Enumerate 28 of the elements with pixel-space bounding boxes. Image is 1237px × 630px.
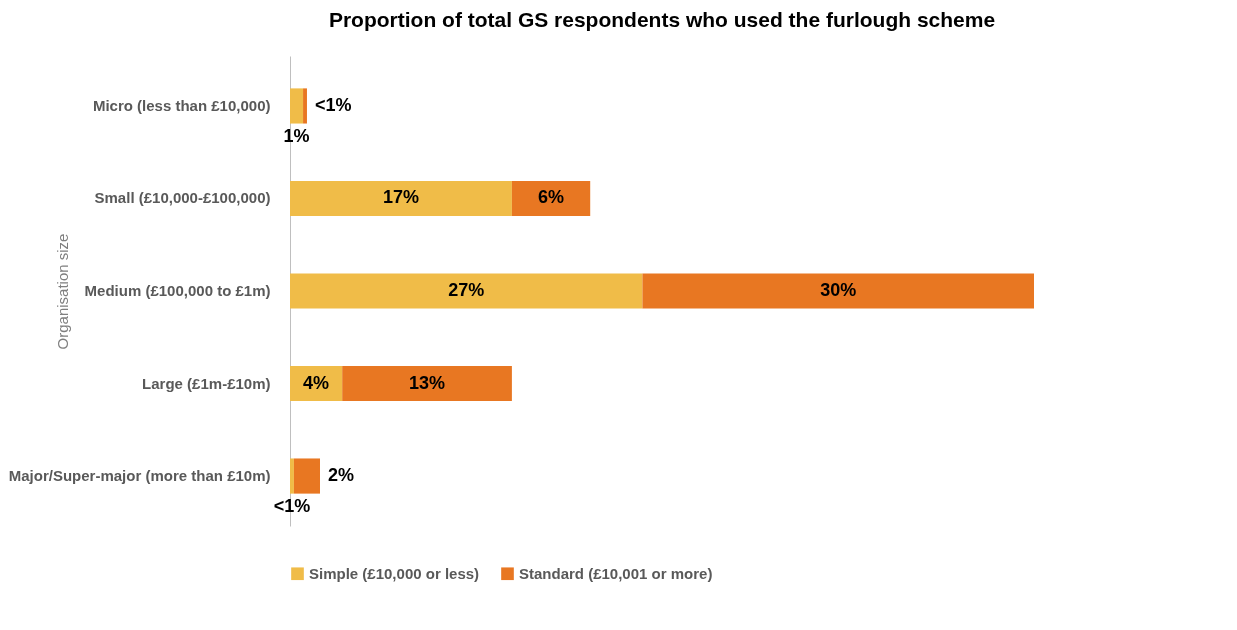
data-label: 2% [328, 465, 355, 486]
y-tick-label: Large (£1m-£10m) [142, 374, 271, 392]
data-label: 27% [448, 280, 485, 300]
data-label: 1% [283, 125, 310, 146]
bar [342, 365, 512, 402]
data-label: 4% [303, 372, 330, 393]
bar [290, 458, 294, 494]
y-tick-label: Major/Super-major (more than £10m) [8, 467, 271, 485]
data-label: 17% [382, 187, 419, 208]
data-label: 6% [538, 187, 565, 208]
y-tick-label: Medium (£100,000 to £1m) [84, 282, 271, 299]
data-label: 13% [409, 372, 446, 393]
data-label: <1% [314, 94, 352, 115]
y-axis-title: Organisation size [53, 233, 71, 350]
y-tick-label: Small (£10,000-£100,000) [94, 189, 271, 207]
y-tick-label: Micro (less than £10,000) [92, 96, 271, 114]
bar [511, 180, 591, 217]
chart-title: Proportion of total GS respondents who used the furlough scheme [328, 8, 996, 31]
data-label: <1% [273, 496, 311, 517]
bar [303, 88, 307, 124]
legend-label: Standard (£10,001 or more) [519, 564, 713, 582]
bar [290, 180, 512, 217]
data-label: 30% [820, 280, 857, 300]
bar [290, 88, 304, 124]
legend-label: Simple (£10,000 or less) [309, 564, 480, 582]
bar [290, 273, 643, 309]
bar [642, 273, 1034, 309]
bar [293, 458, 321, 494]
